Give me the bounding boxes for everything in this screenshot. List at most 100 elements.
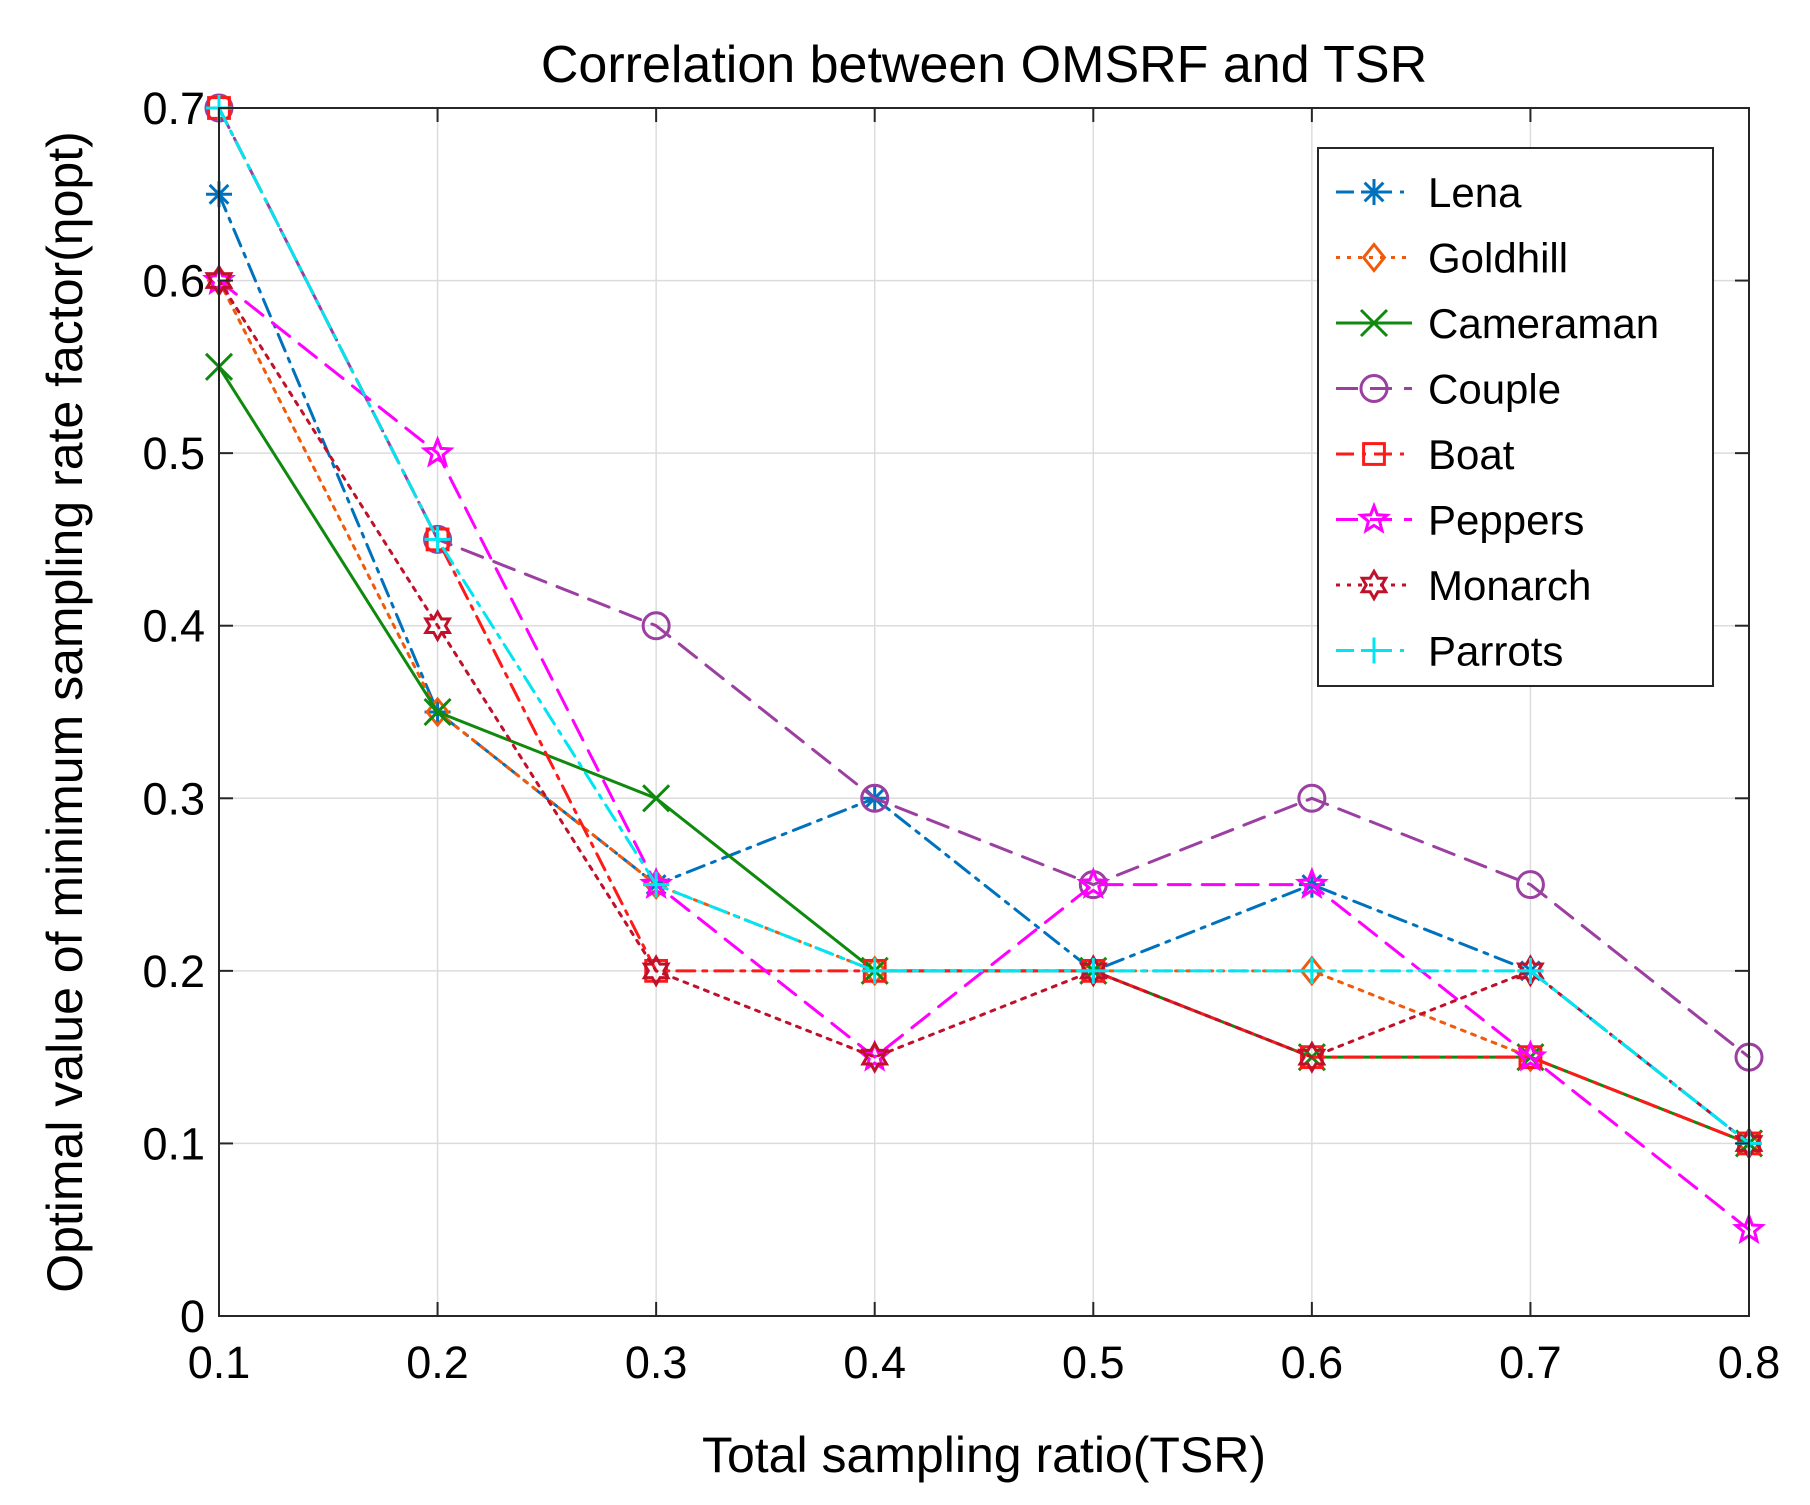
- data-point-marker: [1076, 866, 1111, 899]
- data-point-marker: [1515, 954, 1545, 988]
- series-monarch: [204, 263, 1764, 1161]
- legend-item: Parrots: [1336, 628, 1563, 675]
- legend-label: Goldhill: [1428, 235, 1568, 282]
- data-point-marker: [644, 958, 669, 983]
- legend-box: [1317, 147, 1714, 687]
- data-point-marker: [1078, 954, 1108, 988]
- data-point-marker: [641, 611, 671, 641]
- x-tick-label: 0.4: [843, 1337, 906, 1388]
- data-point: [425, 696, 450, 728]
- data-point: [1515, 954, 1545, 988]
- data-point-marker: [1362, 442, 1386, 466]
- data-point-marker: [1515, 870, 1545, 900]
- x-axis-label: Total sampling ratio(TSR): [702, 1427, 1266, 1483]
- data-point: [1299, 1045, 1324, 1070]
- data-point: [860, 1040, 890, 1074]
- x-tick-label: 0.2: [406, 1337, 469, 1388]
- x-tick-label: 0.8: [1718, 1337, 1781, 1388]
- data-point: [641, 611, 671, 641]
- data-point: [1078, 954, 1108, 988]
- data-point: [1359, 374, 1389, 403]
- x-tick-label: 0.1: [188, 1337, 251, 1388]
- data-point: [1361, 179, 1387, 205]
- series-line: [217, 106, 1751, 1059]
- data-point: [1297, 783, 1327, 813]
- data-point: [423, 609, 453, 643]
- y-tick-label: 0: [180, 1291, 205, 1342]
- data-point-marker: [1299, 1045, 1324, 1070]
- legend-item: Couple: [1336, 366, 1561, 413]
- x-tick-label: 0.5: [1062, 1337, 1125, 1388]
- data-point-marker: [860, 1040, 890, 1074]
- series-line: [217, 106, 1751, 1145]
- data-point: [1361, 242, 1387, 273]
- y-axis-label: Optimal value of minimum sampling rate f…: [37, 131, 93, 1293]
- data-point: [861, 957, 888, 984]
- series-layer: [202, 93, 1766, 1245]
- x-tick-label: 0.7: [1499, 1337, 1562, 1388]
- data-point-marker: [420, 435, 455, 468]
- data-point-marker: [642, 784, 671, 813]
- data-point: [1361, 637, 1387, 664]
- data-point: [1362, 442, 1386, 466]
- data-point: [424, 526, 451, 553]
- y-tick-label: 0.5: [142, 428, 205, 479]
- y-tick-label: 0.3: [142, 773, 205, 824]
- data-point: [642, 784, 671, 813]
- legend-label: Cameraman: [1428, 300, 1659, 347]
- data-point-marker: [861, 957, 888, 984]
- legend-label: Peppers: [1428, 497, 1584, 544]
- ticks: 0.1 0.2 0.3 0.4 0.5 0.6 0.7 0.800.10.20.30.40.5…: [142, 83, 1780, 1388]
- data-point-marker: [1517, 957, 1544, 984]
- plot-area: [218, 107, 1750, 1317]
- data-point-marker: [1361, 179, 1387, 205]
- series-line: [217, 279, 1751, 1145]
- series-line: [217, 279, 1751, 1145]
- data-point: [420, 435, 455, 468]
- data-point-marker: [425, 696, 450, 728]
- data-point-marker: [1294, 866, 1329, 899]
- data-point-marker: [1298, 957, 1325, 984]
- data-point: [1080, 957, 1107, 984]
- data-point-marker: [1359, 374, 1389, 403]
- y-tick-label: 0.4: [142, 601, 205, 652]
- data-point: [1297, 1040, 1327, 1074]
- legend-item: Boat: [1336, 431, 1515, 478]
- data-point-marker: [1361, 242, 1387, 273]
- data-point: [1298, 957, 1325, 984]
- data-point: [860, 783, 890, 813]
- data-point-marker: [1359, 568, 1389, 602]
- data-point-marker: [1297, 1040, 1327, 1074]
- data-point: [641, 954, 671, 988]
- legend-item: Goldhill: [1336, 235, 1568, 282]
- y-tick-label: 0.2: [142, 946, 205, 997]
- legend-label: Boat: [1428, 431, 1515, 478]
- data-point-marker: [1080, 957, 1107, 984]
- x-tick-label: 0.6: [1281, 1337, 1344, 1388]
- y-tick-label: 0.1: [142, 1118, 205, 1169]
- data-point: [1359, 568, 1389, 602]
- legend-item: Cameraman: [1336, 300, 1659, 347]
- data-point-marker: [643, 871, 670, 898]
- data-point-marker: [1357, 501, 1391, 534]
- data-point: [1357, 501, 1391, 534]
- legend-item: Peppers: [1336, 497, 1584, 544]
- data-point-marker: [423, 697, 452, 727]
- legend-label: Monarch: [1428, 562, 1591, 609]
- legend-label: Couple: [1428, 366, 1561, 413]
- data-point-marker: [423, 609, 453, 643]
- data-point: [1517, 957, 1544, 984]
- series-line: [217, 279, 1751, 1232]
- y-tick-label: 0.7: [142, 83, 205, 134]
- data-point-marker: [641, 954, 671, 988]
- data-point: [643, 871, 670, 898]
- data-point: [423, 697, 452, 727]
- data-point-marker: [1297, 783, 1327, 813]
- data-point: [1359, 308, 1389, 338]
- data-point-marker: [1513, 1039, 1548, 1072]
- data-point: [1515, 870, 1545, 900]
- legend-item: Monarch: [1336, 562, 1591, 609]
- data-point: [1513, 1039, 1548, 1072]
- data-point: [1294, 866, 1329, 899]
